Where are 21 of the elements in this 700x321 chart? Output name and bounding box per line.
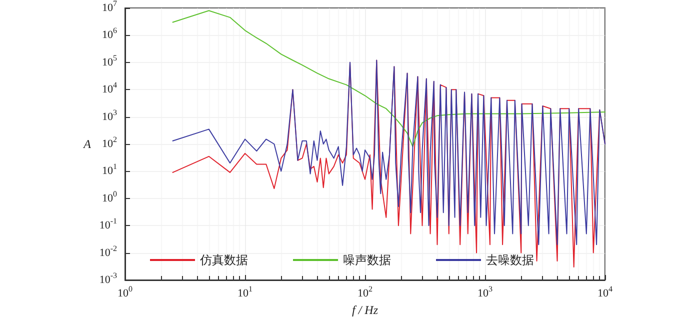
legend-label: 去噪数据 <box>486 253 534 267</box>
y-tick-label: 10$^{-3}$ <box>99 271 117 286</box>
x-tick-label: 10$^{0}$ <box>118 284 132 300</box>
x-tick-label: 10$^{1}$ <box>238 284 252 300</box>
x-tick-label: 10$^{3}$ <box>478 284 492 300</box>
y-tick-label: 10$^{-2}$ <box>99 244 117 259</box>
legend-label: 噪声数据 <box>343 253 391 267</box>
y-tick-label: 10$^{5}$ <box>102 53 117 68</box>
y-tick-label: 10$^{6}$ <box>102 26 117 42</box>
y-axis-title: A <box>82 137 92 151</box>
y-tick-label: 10$^{1}$ <box>102 162 117 178</box>
y-tick-label: 10$^{-1}$ <box>99 216 117 232</box>
y-tick-label: 10$^{0}$ <box>102 189 117 204</box>
y-tick-label: 10$^{3}$ <box>102 108 117 123</box>
x-tick-label: 10$^{4}$ <box>598 284 612 300</box>
legend-label: 仿真数据 <box>199 253 248 267</box>
y-tick-label: 10$^{7}$ <box>102 0 117 14</box>
x-axis-title: f / Hz <box>352 303 378 317</box>
x-tick-label: 10$^{2}$ <box>358 284 372 300</box>
y-tick-label: 10$^{2}$ <box>102 135 117 150</box>
y-tick-label: 10$^{4}$ <box>102 80 117 96</box>
